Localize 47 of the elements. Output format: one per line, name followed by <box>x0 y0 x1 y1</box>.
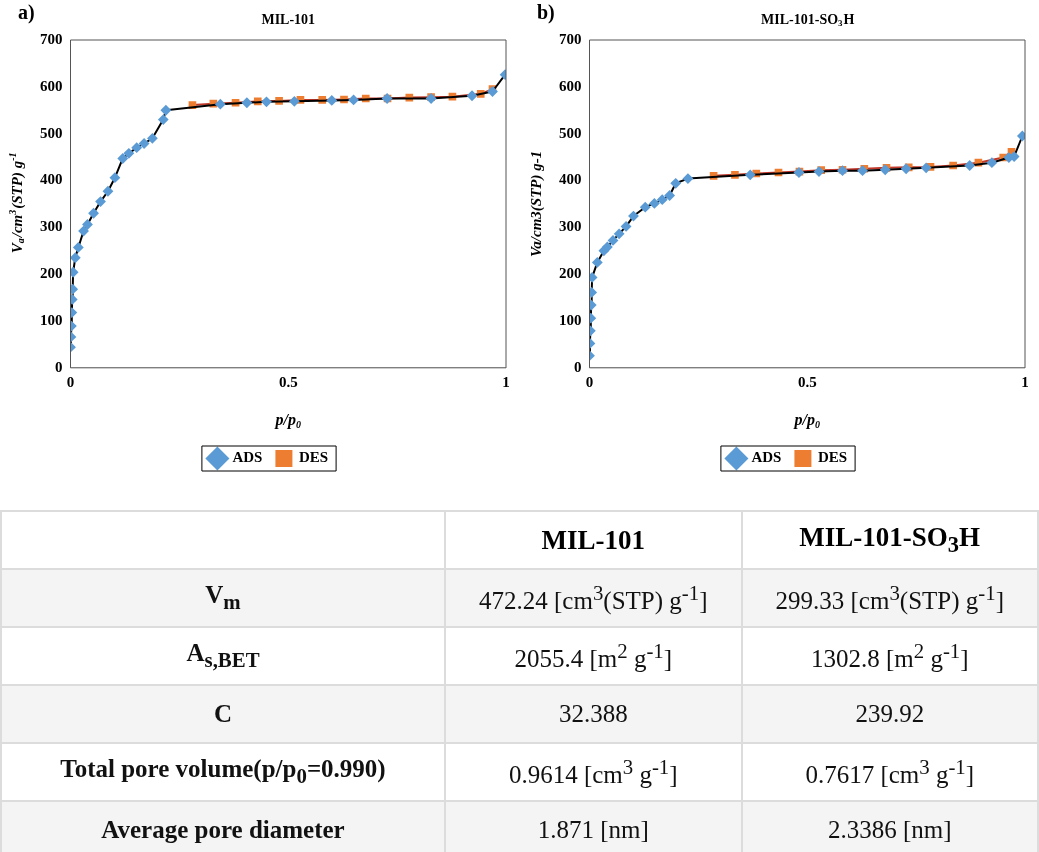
x-tick-label: 1 <box>1021 373 1029 390</box>
y-tick-label: 300 <box>40 218 63 235</box>
text: 472.24 [cm$^{3}$(STP) g$^{-1}$] <box>479 580 708 615</box>
x-tick-label: 0.5 <box>797 373 817 390</box>
y-tick-label: 100 <box>559 311 582 328</box>
text: 239.92 <box>855 700 925 727</box>
y-tick-label: 700 <box>559 30 582 47</box>
text: 1302.8 [m$^{2}$ g$^{-1}$] <box>810 638 969 673</box>
category-label: MIL-101 <box>445 511 742 569</box>
legend-label: DES <box>817 449 848 466</box>
text: b) <box>537 1 555 25</box>
y-tick-label: 0 <box>574 358 582 375</box>
text: 32.388 <box>558 700 628 727</box>
y-axis-title: Va/cm3(STP) g-1 <box>527 150 545 258</box>
text: 2055.4 [m$^{2}$ g$^{-1}$] <box>514 638 673 673</box>
category-label: MIL-101-SO$_{3}$H <box>741 511 1038 569</box>
y-tick-label: 500 <box>40 124 63 141</box>
text: 0.9614 [cm$^{3}$ g$^{-1}$] <box>508 754 678 789</box>
category-label: A$_{s,BET}$ <box>186 639 260 672</box>
y-tick-label: 700 <box>40 30 63 47</box>
x-tick-label: 0.5 <box>278 373 298 390</box>
category-label: V$_{m}$ <box>205 581 241 614</box>
y-tick-label: 600 <box>40 77 63 94</box>
x-tick-label: 0 <box>66 373 75 390</box>
y-tick-label: 200 <box>559 265 582 282</box>
y-tick-label: 100 <box>40 311 63 328</box>
text: 0.7617 [cm$^{3}$ g$^{-1}$] <box>805 754 975 789</box>
y-tick-label: 600 <box>559 77 582 94</box>
text: 1.871 [nm] <box>537 816 649 843</box>
y-tick-label: 200 <box>40 265 63 282</box>
y-tick-label: 500 <box>559 124 582 141</box>
category-label: C <box>213 700 233 727</box>
y-tick-label: 0 <box>55 358 63 375</box>
legend-label: ADS <box>751 449 782 466</box>
legend-label: DES <box>298 449 329 466</box>
text: 2.3386 [nm] <box>827 816 952 843</box>
legend-label: ADS <box>232 449 263 466</box>
x-tick-label: 1 <box>502 373 510 390</box>
text: a) <box>18 1 35 25</box>
chart-title: MIL-101 <box>261 11 316 27</box>
category-label: Total pore volume(p/p$_{0}$=0.990) <box>60 755 386 788</box>
category-label: Average pore diameter <box>101 816 345 843</box>
x-tick-label: 0 <box>585 373 594 390</box>
y-tick-label: 400 <box>40 171 63 188</box>
text: 299.33 [cm$^{3}$(STP) g$^{-1}$] <box>775 580 1004 615</box>
y-tick-label: 300 <box>559 218 582 235</box>
y-tick-label: 400 <box>559 171 582 188</box>
